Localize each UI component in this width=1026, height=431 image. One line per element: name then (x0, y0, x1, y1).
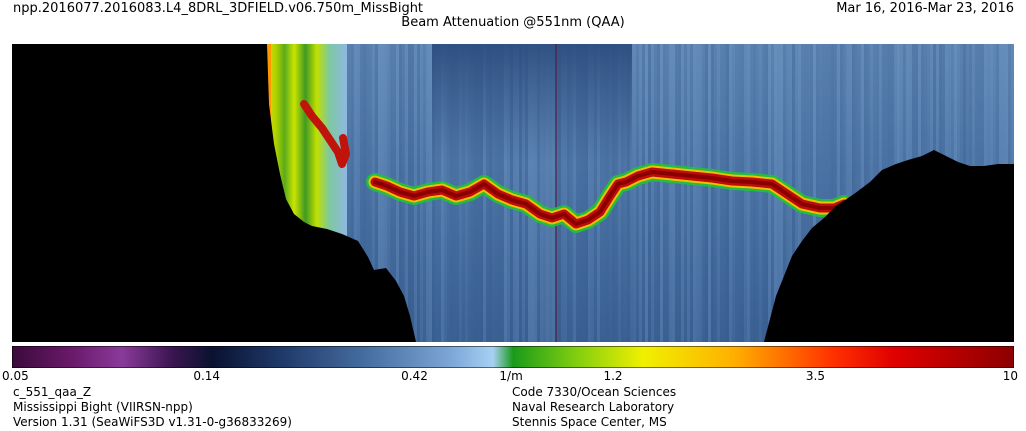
colorbar-tick-label: 1.2 (603, 369, 623, 383)
colorbar-tick-label: 0.05 (2, 369, 29, 383)
seafloor-topography-east (764, 150, 1014, 342)
footer-right-3: Stennis Space Center, MS (512, 415, 667, 429)
nearshore-plume (300, 100, 350, 168)
date-range: Mar 16, 2016-Mar 23, 2016 (836, 1, 1014, 16)
section-plot (12, 44, 1014, 342)
colorbar (12, 346, 1014, 368)
file-name: npp.2016077.2016083.L4_8DRL_3DFIELD.v06.… (13, 1, 424, 16)
footer-left-1: c_551_qaa_Z (13, 385, 92, 399)
shore-turbid-edge (267, 44, 271, 139)
colorbar-tick-label: 0.14 (193, 369, 221, 383)
subsurface-layer-core (373, 170, 846, 226)
seafloor-topography (12, 44, 416, 342)
colorbar-tick-label: 3.5 (805, 369, 825, 383)
colorbar-tick-label: 10 (1002, 369, 1018, 383)
chart-title: Beam Attenuation @551nm (QAA) (401, 15, 625, 30)
footer-right-2: Naval Research Laboratory (512, 400, 675, 414)
clear-water-region (432, 44, 632, 164)
footer-right-1: Code 7330/Ocean Sciences (512, 385, 677, 399)
footer-left-2: Mississippi Bight (VIIRSN-npp) (13, 400, 193, 414)
colorbar-tick-label: 0.42 (401, 369, 428, 383)
colorbar-gradient (12, 346, 1014, 368)
colorbar-tick-label: 1/m (499, 369, 523, 383)
footer-left-3: Version 1.31 (SeaWiFS3D v1.31-0-g3683326… (13, 415, 292, 429)
